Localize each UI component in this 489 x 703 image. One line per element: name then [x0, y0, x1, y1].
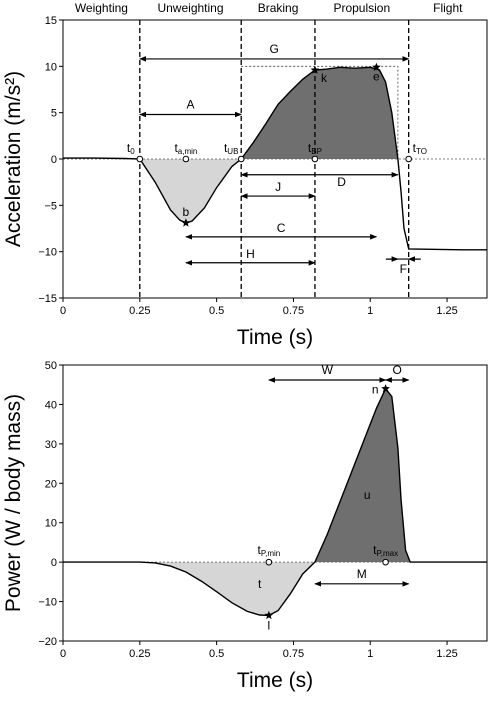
time-marker-UB — [237, 155, 245, 163]
span-J-label: J — [275, 180, 281, 194]
span-C-label: C — [277, 221, 286, 235]
x-tick-label: 0.75 — [283, 305, 304, 317]
y-tick-label: −15 — [38, 293, 57, 305]
peak-point-e — [372, 62, 381, 71]
time-marker-amin — [182, 155, 190, 163]
power-series-line — [63, 387, 487, 617]
x-axis-title: Time (s) — [237, 326, 313, 349]
negative-power-area — [139, 562, 315, 616]
power-chart: t u W O MtP,min tP,max l n 0 0.25 0.5 0.75 1 1.25 −20 −… — [2, 360, 488, 692]
y-tick-label: 10 — [45, 518, 57, 530]
phase-label: Propulsion — [333, 1, 390, 15]
point-label-e: e — [373, 69, 380, 83]
braking-propulsion-area — [241, 67, 398, 159]
peak-point-n — [381, 384, 390, 393]
x-tick-label: 0 — [60, 305, 66, 317]
unweighting-area — [139, 159, 242, 223]
span-H-label: H — [246, 247, 255, 261]
time-marker-Pmax — [382, 558, 389, 566]
span-O-label: O — [392, 363, 401, 377]
x-tick-label: 0.25 — [129, 305, 150, 317]
peak-point-l — [264, 610, 274, 620]
y-tick-label: 40 — [45, 399, 57, 411]
acceleration-chart: Weighting Unweighting Braking Propulsion Fli… — [2, 1, 488, 349]
x-tick-label: 0.75 — [283, 648, 304, 660]
phase-label: Unweighting — [157, 1, 223, 15]
peak-reference-box — [241, 65, 399, 159]
y-tick-label: −10 — [38, 597, 57, 609]
time-marker-0 — [136, 155, 144, 163]
y-tick-label: 0 — [51, 154, 57, 166]
time-marker-BP — [311, 155, 319, 163]
time-marker-label: tP,max — [373, 543, 398, 558]
span-A-label: A — [186, 98, 194, 112]
y-tick-label: −20 — [38, 636, 57, 648]
point-label-n: n — [372, 383, 379, 397]
plot-frame — [62, 364, 488, 642]
x-tick-label: 0.25 — [129, 648, 150, 660]
peak-point-k — [310, 65, 320, 74]
x-tick-label: 0.5 — [209, 648, 224, 660]
x-tick-label: 1.25 — [436, 648, 457, 660]
y-tick-label: −5 — [44, 200, 57, 212]
y-tick-label: −10 — [38, 247, 57, 259]
time-marker-label: ta,min — [174, 141, 197, 156]
time-marker-label: t0 — [127, 141, 135, 156]
phase-label: Braking — [258, 1, 299, 15]
point-label-b: b — [183, 205, 190, 219]
x-tick-label: 1 — [367, 305, 373, 317]
area-label-t: t — [258, 577, 262, 591]
time-marker-label: tP,min — [257, 543, 280, 558]
phase-label: Flight — [433, 1, 463, 15]
acceleration-series-line — [63, 66, 487, 251]
x-tick-label: 0.5 — [209, 305, 224, 317]
y-axis-title: Power (W / body mass) — [2, 394, 25, 612]
span-F-label: F — [400, 262, 407, 276]
point-label-l: l — [268, 618, 271, 632]
y-axis-title: Acceleration (m/s²) — [2, 71, 25, 247]
area-label-u: u — [364, 488, 371, 502]
x-tick-label: 1 — [367, 648, 373, 660]
y-tick-label: 20 — [45, 478, 57, 490]
y-tick-label: 10 — [45, 61, 57, 73]
y-tick-label: 30 — [45, 439, 57, 451]
span-G-label: G — [270, 42, 279, 56]
time-marker-label: tTO — [413, 141, 427, 156]
span-M-label: M — [357, 567, 367, 581]
span-D-label: D — [337, 175, 346, 189]
x-tick-label: 0 — [60, 648, 66, 660]
y-tick-label: 15 — [45, 15, 57, 27]
positive-power-area — [314, 388, 411, 563]
time-marker-TO — [405, 155, 412, 163]
x-axis-title: Time (s) — [237, 669, 313, 692]
time-marker-label: tUB — [224, 141, 238, 156]
point-label-k: k — [321, 71, 328, 85]
phase-label: Weighting — [75, 1, 128, 15]
y-tick-label: 5 — [51, 108, 57, 120]
span-W-label: W — [322, 363, 334, 377]
time-marker-label: tBP — [308, 141, 322, 156]
peak-point-b — [181, 218, 191, 227]
y-tick-label: 0 — [51, 557, 57, 569]
time-marker-Pmin — [265, 558, 273, 566]
x-tick-label: 1.25 — [436, 305, 457, 317]
y-tick-label: 50 — [45, 360, 57, 372]
